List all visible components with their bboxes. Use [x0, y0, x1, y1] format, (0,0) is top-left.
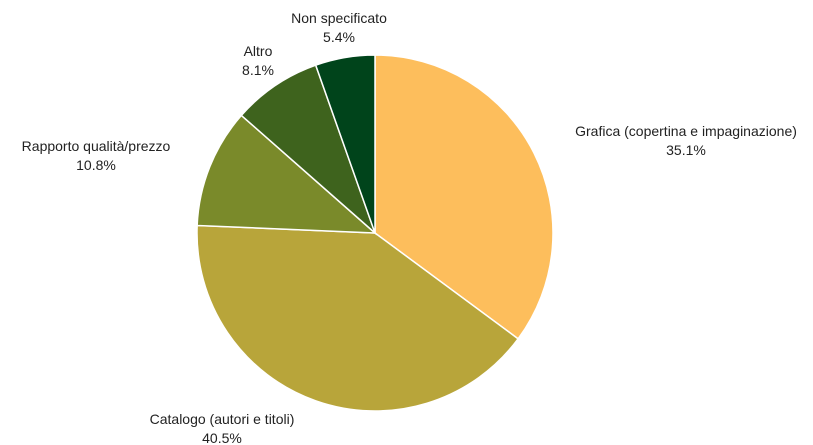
pie-slice-non-specificato	[314, 54, 376, 234]
slice-value-grafica-copertina-e-impaginazione: 35.1%	[666, 142, 706, 158]
pie-labels: Grafica (copertina e impaginazione) 35.1%…	[22, 10, 797, 445]
pie-slice-rapporto-qualita-prezzo	[196, 114, 378, 234]
pie-slice-altro	[240, 64, 377, 236]
slice-value-rapporto-qualita-prezzo: 10.8%	[76, 157, 116, 173]
slice-value-non-specificato: 5.4%	[323, 29, 355, 45]
slice-label-altro: Altro	[244, 43, 273, 59]
slice-label-non-specificato: Non specificato	[291, 10, 387, 26]
slice-value-altro: 8.1%	[242, 62, 274, 78]
slice-label-catalogo-autori-e-titoli: Catalogo (autori e titoli)	[150, 411, 295, 427]
pie-slice-grafica-copertina-e-impaginazione	[374, 54, 554, 340]
pie-slice-catalogo-autori-e-titoli	[196, 224, 520, 412]
slice-label-rapporto-qualita-prezzo: Rapporto qualità/prezzo	[22, 138, 171, 154]
pie-slices	[196, 54, 554, 412]
slice-value-catalogo-autori-e-titoli: 40.5%	[202, 430, 242, 445]
slice-label-grafica-copertina-e-impaginazione: Grafica (copertina e impaginazione)	[575, 123, 797, 139]
